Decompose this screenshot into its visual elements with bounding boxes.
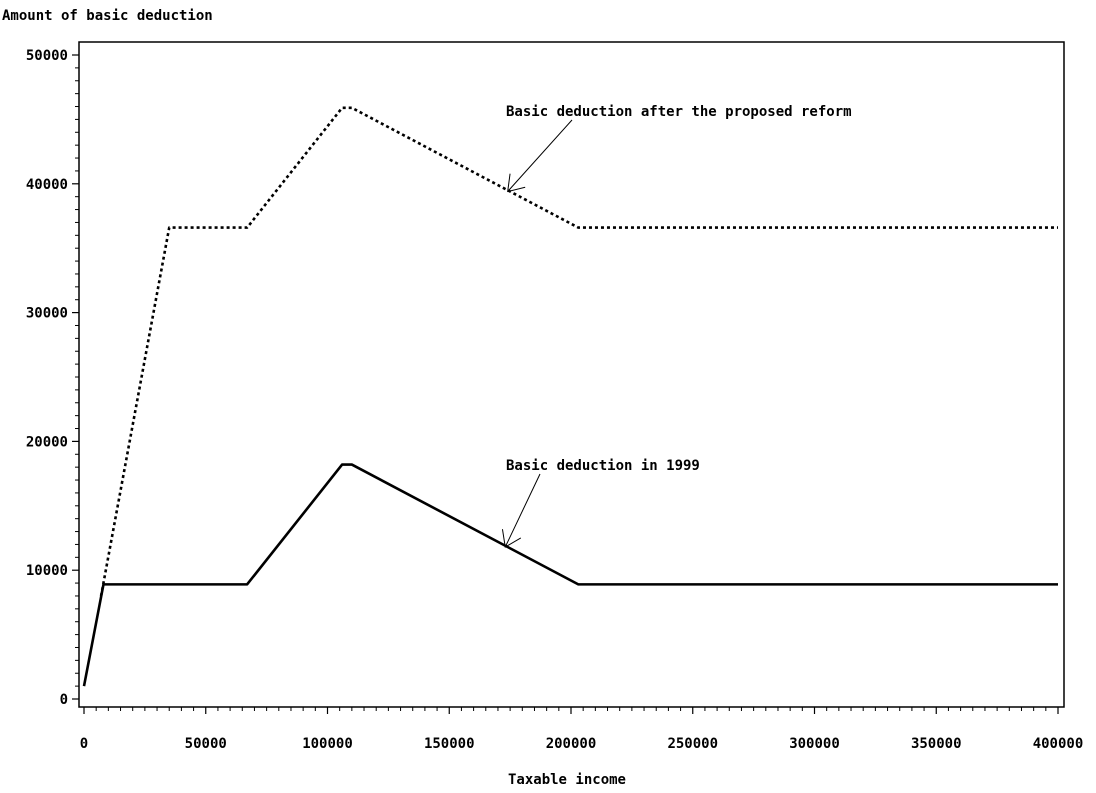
series-line-2 <box>99 106 1058 597</box>
plot-frame <box>78 41 1065 708</box>
annotation-label: Basic deduction in 1999 <box>506 458 700 474</box>
x-tick-label: 50000 <box>185 736 227 752</box>
x-tick-label: 400000 <box>1033 736 1084 752</box>
x-axis-label: Taxable income <box>508 772 626 788</box>
y-tick-label: 10000 <box>26 563 68 579</box>
annotation-arrowhead <box>501 529 522 548</box>
x-tick-label: 150000 <box>424 736 475 752</box>
y-tick-label: 40000 <box>26 177 68 193</box>
series-line-1 <box>82 463 1058 687</box>
y-tick-label: 20000 <box>26 434 68 450</box>
annotation-label: Basic deduction after the proposed refor… <box>506 104 852 120</box>
x-tick-label: 200000 <box>546 736 597 752</box>
y-axis-label: Amount of basic deduction <box>2 8 213 24</box>
annotations: Basic deduction after the proposed refor… <box>501 104 852 548</box>
x-tick-label: 300000 <box>789 736 840 752</box>
annotation-arrowhead <box>507 173 526 193</box>
y-tick-label: 50000 <box>26 48 68 64</box>
y-tick-label: 30000 <box>26 306 68 322</box>
annotation-leader-line <box>504 473 541 548</box>
annotation-leader-line <box>507 119 573 192</box>
x-axis: 0 50000 100000 150000 200000 250000 300000 3500… <box>80 707 1084 752</box>
x-tick-label: 250000 <box>667 736 718 752</box>
x-tick-label: 350000 <box>911 736 962 752</box>
y-axis: 0 10000 20000 30000 40000 50000 <box>26 48 79 708</box>
y-tick-label: 0 <box>60 692 68 708</box>
x-tick-label: 100000 <box>302 736 353 752</box>
x-tick-label: 0 <box>80 736 88 752</box>
series-group <box>82 106 1058 687</box>
